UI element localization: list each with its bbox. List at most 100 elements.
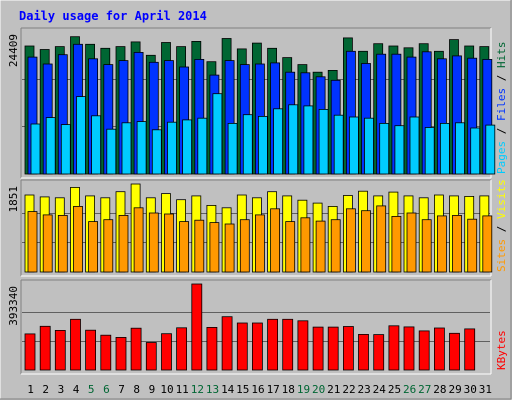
day-label-16: 16: [251, 383, 264, 396]
chart-title: Daily usage for April 2014: [19, 9, 207, 23]
bar-kbytes-day-9: [145, 342, 157, 371]
legend-separator: /: [495, 68, 508, 88]
day-label-13: 13: [206, 383, 219, 396]
bar-pages-day-15: [242, 114, 253, 175]
bar-pages-day-23: [364, 117, 374, 175]
bar-pages-day-1: [30, 123, 41, 175]
day-label-4: 4: [73, 383, 80, 396]
bar-kbytes-day-7: [115, 336, 127, 371]
bar-pages-day-2: [45, 117, 56, 175]
x-axis-day-labels: 1 2 3 4 5 6 7 8 9 10 11 12 13 14 15 16 17 18 19 20 21 22 23 24 2…: [27, 383, 492, 396]
day-label-20: 20: [312, 383, 325, 396]
bar-kbytes-day-11: [176, 327, 188, 371]
bar-pages-day-24: [379, 123, 390, 175]
bar-kbytes-day-18: [282, 318, 294, 371]
bar-sites-day-4: [73, 205, 83, 273]
bar-pages-day-17: [273, 108, 284, 175]
bar-pages-day-22: [348, 116, 359, 175]
bar-kbytes-day-28: [433, 327, 445, 371]
bar-pages-day-16: [257, 116, 268, 175]
day-label-3: 3: [58, 383, 65, 396]
bar-sites-day-13: [209, 222, 220, 273]
bar-pages-day-13: [212, 93, 223, 175]
bar-pages-day-27: [424, 127, 435, 175]
legend-text: KBytes: [495, 330, 508, 370]
bar-pages-day-9: [151, 129, 162, 175]
legend-text: Sites / Visits: [495, 179, 508, 272]
day-label-17: 17: [267, 383, 280, 396]
bar-kbytes-day-14: [221, 316, 233, 371]
bar-pages-day-29: [455, 122, 465, 175]
bar-kbytes-day-27: [418, 330, 430, 371]
bar-sites-day-25: [391, 215, 402, 273]
bar-sites-day-12: [194, 219, 205, 273]
day-label-22: 22: [342, 383, 355, 396]
bar-pages-day-3: [60, 124, 71, 175]
bar-sites-day-9: [148, 212, 159, 273]
bar-kbytes-day-10: [161, 333, 172, 371]
bar-kbytes-day-26: [403, 326, 415, 371]
bar-kbytes-day-20: [312, 326, 324, 371]
chart-panels: 24409 Pages / Files / Hits 1851 Sites / Vis…: [7, 27, 508, 375]
bar-sites-day-2: [42, 214, 53, 273]
bar-kbytes-day-4: [70, 318, 81, 371]
bar-kbytes-day-8: [130, 327, 142, 371]
bar-kbytes-day-23: [358, 333, 369, 371]
bar-kbytes-day-29: [449, 332, 460, 371]
legend-visits: Visits: [495, 179, 508, 219]
day-label-25: 25: [388, 383, 401, 396]
bar-pages-day-31: [485, 124, 496, 175]
bar-sites-day-18: [285, 221, 296, 273]
day-label-2: 2: [42, 383, 49, 396]
bar-pages-day-30: [470, 127, 481, 175]
bar-kbytes-day-24: [373, 334, 385, 371]
legend-separator: /: [495, 219, 508, 239]
day-label-11: 11: [176, 383, 189, 396]
bar-pages-day-28: [439, 123, 450, 175]
legend-hits-files-pages: Pages / Files / Hits: [495, 42, 508, 175]
day-label-1: 1: [27, 383, 34, 396]
bar-pages-day-11: [182, 119, 193, 175]
day-label-7: 7: [118, 383, 125, 396]
bar-sites-day-31: [482, 215, 493, 273]
day-label-29: 29: [448, 383, 461, 396]
day-label-10: 10: [160, 383, 173, 396]
bar-kbytes-day-5: [85, 329, 96, 371]
bar-sites-day-17: [270, 208, 281, 273]
bar-pages-day-8: [136, 121, 147, 175]
day-label-15: 15: [236, 383, 249, 396]
bar-kbytes-day-15: [236, 322, 248, 371]
bar-sites-day-23: [361, 210, 371, 273]
legend-separator: /: [495, 121, 508, 141]
bar-sites-day-26: [406, 212, 417, 273]
day-label-19: 19: [297, 383, 310, 396]
bar-pages-day-20: [318, 109, 329, 175]
bar-sites-day-15: [239, 219, 250, 273]
bar-sites-day-28: [436, 215, 447, 273]
bar-kbytes-day-16: [251, 322, 263, 371]
bar-pages-day-4: [76, 96, 86, 175]
day-label-18: 18: [282, 383, 295, 396]
day-label-23: 23: [357, 383, 370, 396]
bar-kbytes-day-21: [327, 326, 339, 371]
bar-pages-day-25: [394, 125, 405, 175]
bar-kbytes-day-2: [39, 325, 51, 371]
bar-sites-day-8: [133, 207, 144, 273]
bar-kbytes-day-12: [191, 283, 203, 371]
day-label-27: 27: [418, 383, 431, 396]
y-max-label: 24409: [7, 34, 20, 67]
day-label-8: 8: [133, 383, 140, 396]
bar-pages-day-10: [167, 121, 177, 175]
bar-sites-day-10: [164, 213, 174, 273]
bar-kbytes-day-30: [464, 328, 476, 371]
legend-kbytes: KBytes: [495, 330, 508, 370]
bar-pages-day-7: [121, 122, 132, 175]
day-label-9: 9: [149, 383, 156, 396]
bar-sites-day-29: [452, 214, 462, 273]
legend-sites: Sites: [495, 239, 508, 272]
legend-kbytes: KBytes: [495, 330, 508, 370]
bar-sites-day-16: [254, 214, 265, 273]
bar-sites-day-14: [224, 223, 235, 273]
panel-kbytes: 393340 KBytes: [7, 279, 508, 375]
